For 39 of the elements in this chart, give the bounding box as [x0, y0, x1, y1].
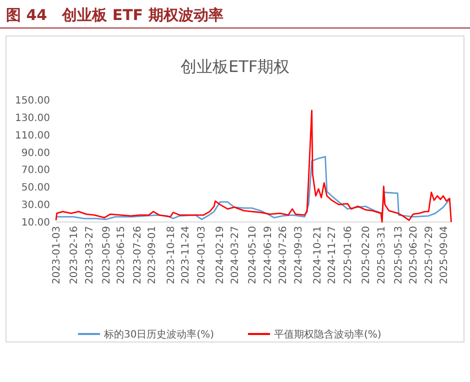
x-tick-label: 2025-01-06: [343, 226, 354, 284]
chart-subtitle: 创业板ETF期权: [180, 57, 290, 76]
x-tick-label: 2024-05-10: [247, 226, 258, 284]
line-series: [55, 110, 452, 223]
legend-label: 平值期权隐含波动率(%): [274, 328, 382, 340]
y-tick-label: 30.00: [21, 200, 50, 212]
x-tick-label: 2024-06-19: [263, 226, 274, 284]
x-tick-label: 2023-06-15: [116, 226, 128, 284]
x-tick-label: 2025-02-20: [360, 226, 372, 284]
x-tick-label: 2024-10-21: [312, 226, 324, 284]
x-tick-label: 2025-03-31: [376, 226, 388, 284]
line-series: [55, 156, 450, 220]
y-tick-label: 110.00: [15, 130, 50, 142]
y-tick-label: 130.00: [15, 112, 50, 124]
y-tick-label: 70.00: [21, 165, 50, 176]
x-tick-label: 2024-07-26: [278, 226, 289, 284]
y-tick-label: 90.00: [21, 148, 50, 159]
x-tick-label: 2023-02-16: [68, 226, 80, 284]
x-tick-label: 2023-03-27: [84, 226, 96, 284]
x-tick-label: 2025-09-04: [438, 226, 450, 284]
x-tick-label: 2023-01-03: [52, 226, 62, 284]
y-tick-label: 10.00: [21, 218, 50, 228]
x-tick-label: 2025-05-13: [393, 226, 404, 284]
x-tick-label: 2023-07-26: [132, 226, 144, 284]
x-tick-label: 2024-03-27: [230, 226, 241, 284]
x-tick-label: 2024-01-03: [196, 226, 208, 284]
x-tick-label: 2024-09-03: [293, 226, 304, 284]
legend-label: 标的30日历史波动率(%): [103, 328, 214, 340]
y-tick-label: 50.00: [21, 182, 50, 194]
y-tick-label: 150.00: [15, 96, 50, 106]
chart-title: 图 44 创业板 ETF 期权波动率: [6, 6, 224, 24]
x-tick-label: 2023-09-01: [147, 226, 158, 284]
x-tick-label: 2024-02-19: [215, 226, 226, 284]
x-tick-label: 2024-11-27: [327, 226, 338, 284]
x-tick-label: 2025-06-20: [408, 226, 420, 284]
x-tick-label: 2023-05-09: [102, 226, 113, 284]
x-tick-label: 2025-07-29: [424, 226, 436, 284]
x-tick-label: 2023-11-24: [180, 226, 192, 284]
x-tick-label: 2023-10-18: [166, 226, 177, 284]
